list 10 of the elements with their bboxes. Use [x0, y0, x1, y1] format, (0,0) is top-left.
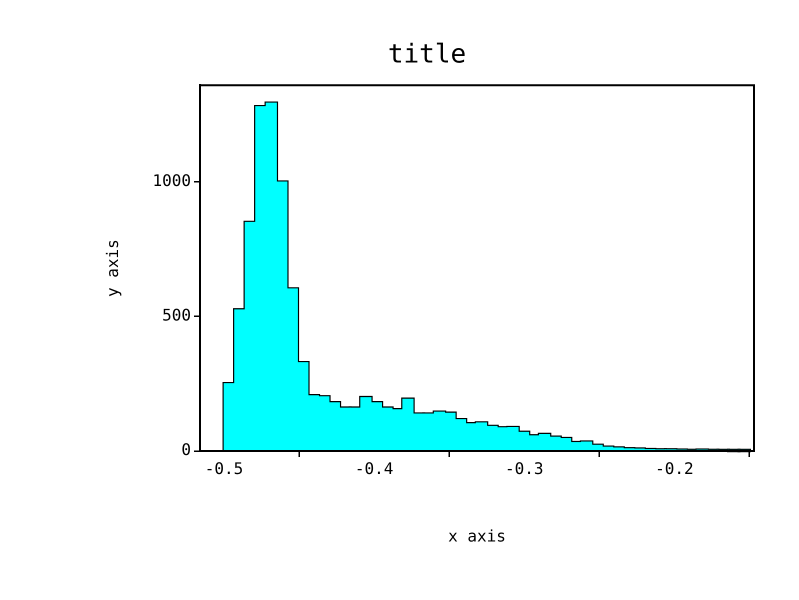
x-tick-label: -0.3: [505, 458, 544, 478]
chart-title: title: [388, 39, 466, 70]
x-tick-label: -0.4: [354, 458, 394, 478]
x-tick-label: -0.2: [655, 458, 694, 478]
y-tick-label: 0: [181, 440, 191, 460]
x-axis-title: x axis: [448, 526, 506, 546]
y-tick-label: 500: [162, 306, 191, 325]
y-axis-title: y axis: [102, 239, 122, 297]
y-tick-label: 1000: [152, 170, 191, 190]
x-tick-label: -0.5: [204, 458, 244, 478]
